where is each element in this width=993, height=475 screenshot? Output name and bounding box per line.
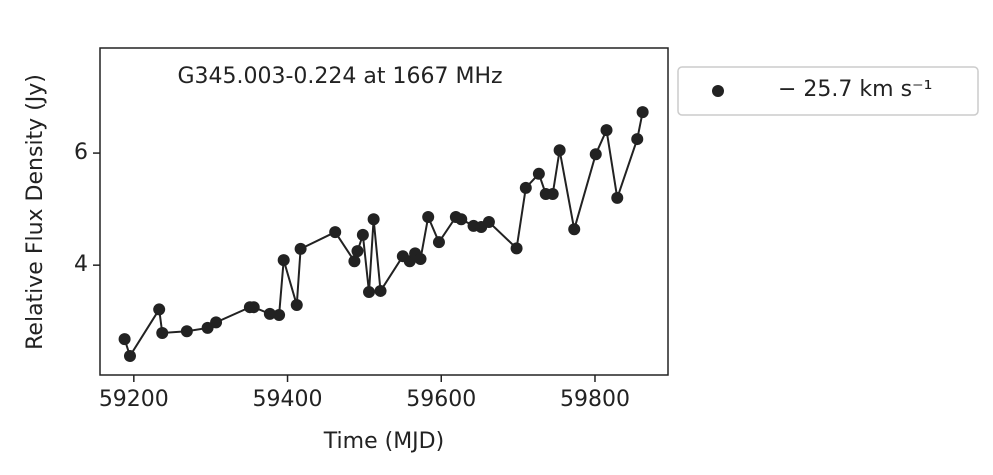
data-point bbox=[532, 167, 545, 180]
data-point bbox=[367, 213, 380, 226]
y-tick-label: 6 bbox=[74, 140, 88, 165]
annotation: G345.003-0.224 at 1667 MHz bbox=[177, 64, 502, 89]
legend-marker bbox=[712, 85, 724, 97]
data-point bbox=[210, 316, 223, 329]
data-point bbox=[201, 321, 214, 334]
data-point bbox=[482, 216, 495, 229]
data-point bbox=[118, 333, 131, 346]
x-axis-label: Time (MJD) bbox=[323, 429, 444, 454]
data-point bbox=[546, 187, 559, 200]
data-point bbox=[329, 226, 342, 239]
data-point bbox=[294, 242, 307, 255]
data-point bbox=[247, 301, 260, 314]
data-point bbox=[290, 298, 303, 311]
data-point bbox=[123, 349, 136, 362]
legend-label: − 25.7 km s⁻¹ bbox=[778, 77, 932, 102]
data-point bbox=[156, 326, 169, 339]
y-tick-label: 4 bbox=[74, 252, 88, 277]
plot-frame bbox=[99, 47, 669, 376]
data-point bbox=[611, 191, 624, 204]
legend-box bbox=[677, 66, 979, 116]
data-point bbox=[519, 181, 532, 194]
data-point bbox=[277, 254, 290, 267]
data-point bbox=[568, 223, 581, 236]
data-point bbox=[348, 255, 361, 268]
x-tick-label: 59600 bbox=[406, 387, 476, 412]
data-point bbox=[510, 242, 523, 255]
data-point bbox=[356, 228, 369, 241]
data-point bbox=[263, 307, 276, 320]
data-point bbox=[180, 325, 193, 338]
data-point bbox=[553, 144, 566, 157]
x-tick-label: 59800 bbox=[560, 387, 630, 412]
data-point bbox=[631, 133, 644, 146]
data-point bbox=[636, 106, 649, 119]
data-point bbox=[414, 252, 427, 265]
data-point bbox=[273, 309, 286, 322]
data-point bbox=[589, 148, 602, 161]
data-point bbox=[432, 236, 445, 249]
y-axis-label: Relative Flux Density (Jy) bbox=[23, 74, 48, 350]
data-point bbox=[374, 284, 387, 297]
data-point bbox=[351, 245, 364, 258]
x-tick-label: 59200 bbox=[99, 387, 169, 412]
data-point bbox=[363, 286, 376, 299]
data-point bbox=[455, 213, 468, 226]
data-point bbox=[600, 124, 613, 137]
x-tick-label: 59400 bbox=[253, 387, 323, 412]
data-point bbox=[422, 210, 435, 223]
data-point bbox=[153, 303, 166, 316]
